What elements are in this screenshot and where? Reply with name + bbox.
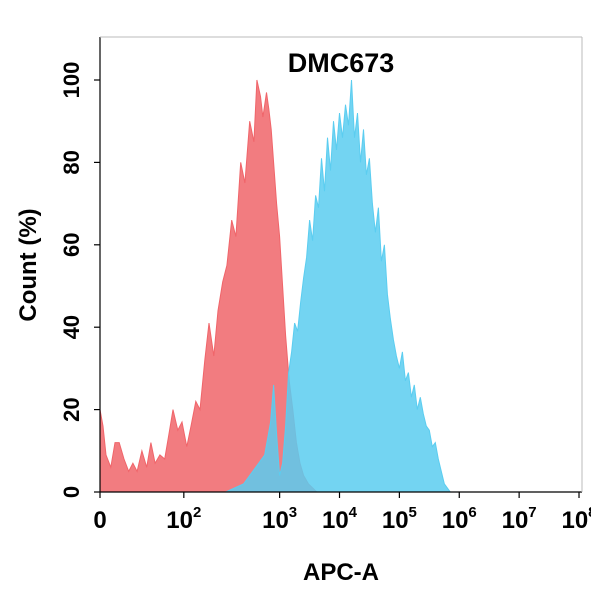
x-ticks: 0 102 103 104 105 106 107 108	[93, 492, 591, 534]
y-tick-label: 60	[59, 233, 84, 257]
y-axis-label: Count (%)	[15, 208, 42, 321]
y-tick-label: 20	[59, 397, 84, 421]
x-tick-label: 107	[502, 504, 537, 534]
y-tick-label: 0	[59, 486, 84, 498]
y-ticks: 0 20 40 60 80 100	[59, 62, 100, 498]
x-tick-label: 106	[442, 504, 477, 534]
x-tick-label: 105	[382, 504, 417, 534]
axes-layer	[99, 36, 583, 493]
x-tick-label: 102	[166, 504, 201, 534]
series-layer	[99, 79, 454, 493]
y-tick-label: 40	[59, 315, 84, 339]
y-tick-label: 80	[59, 150, 84, 174]
x-tick-label: 104	[322, 504, 358, 534]
chart-title: DMC673	[288, 48, 395, 78]
x-tick-label: 108	[561, 504, 591, 534]
x-tick-label: 0	[93, 507, 106, 534]
x-tick-label: 103	[262, 504, 297, 534]
series-2-area	[100, 79, 454, 493]
y-tick-label: 100	[59, 62, 84, 99]
x-axis-label: APC-A	[303, 559, 379, 586]
series-1-area	[99, 79, 322, 493]
